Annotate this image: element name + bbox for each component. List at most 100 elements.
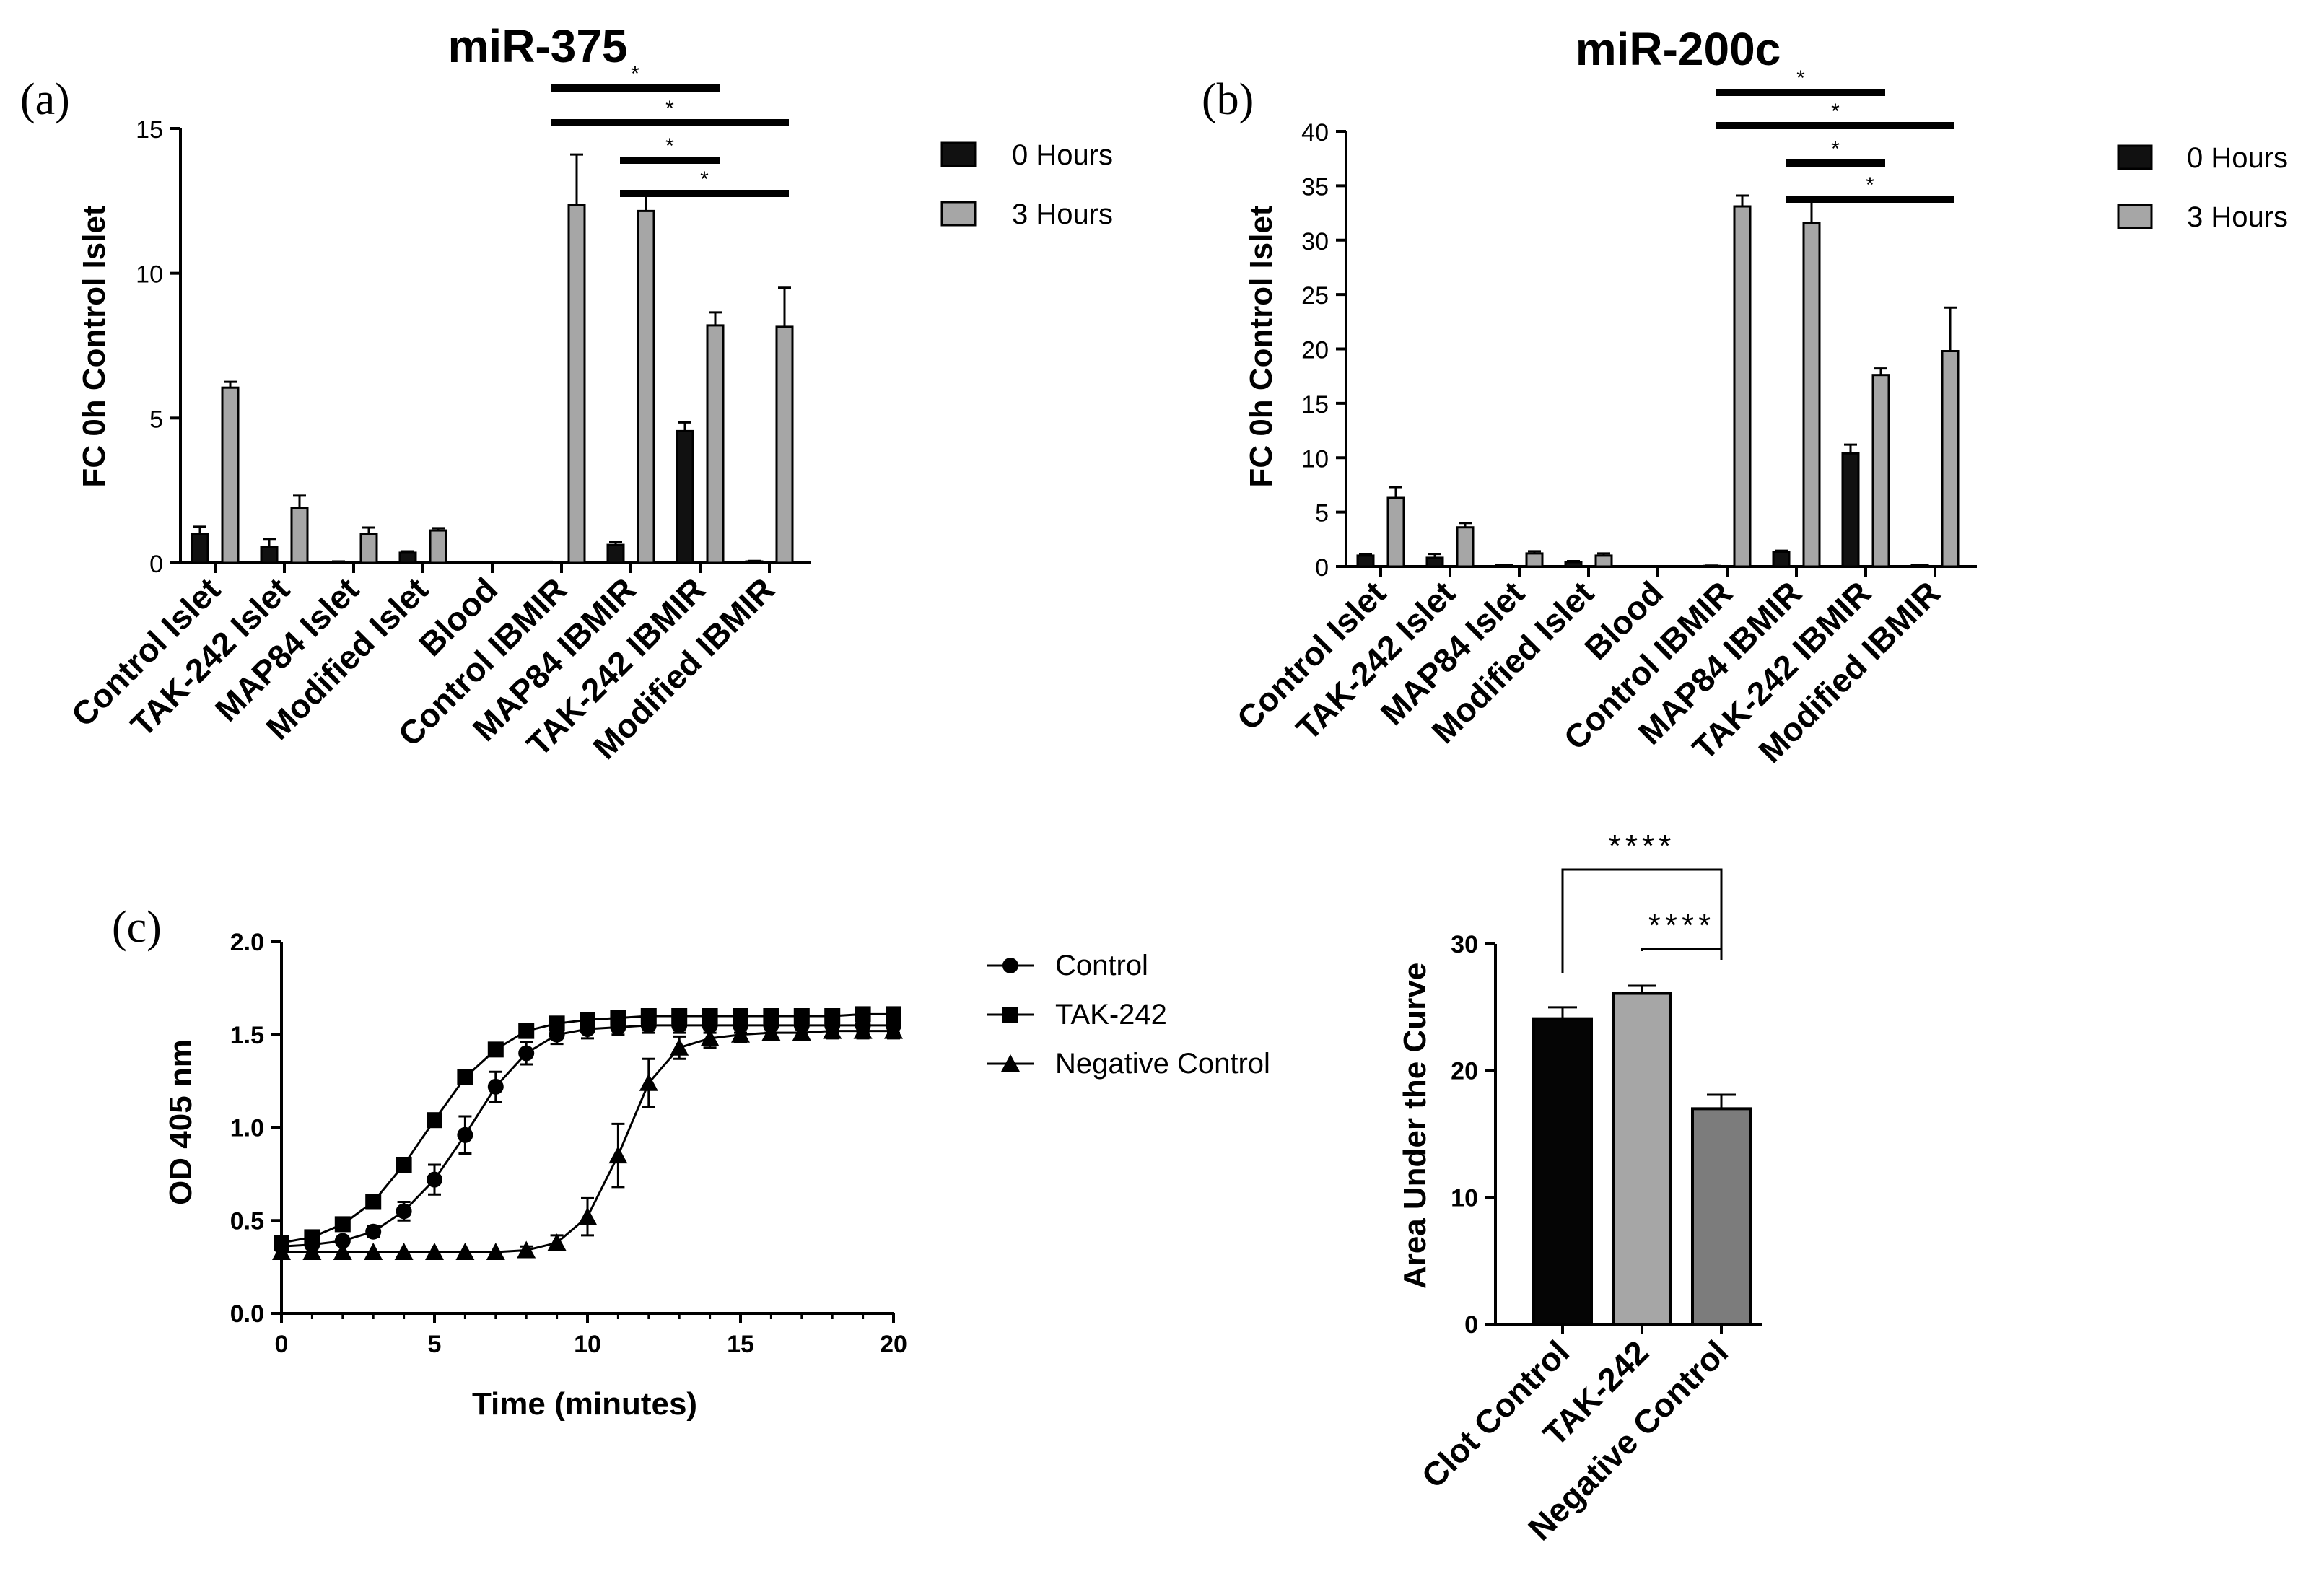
bar-0-hours (1425, 556, 1444, 568)
significance-label: **** (1648, 908, 1716, 943)
data-point-tak-242 (518, 1023, 535, 1039)
data-point-negative-control (884, 1021, 903, 1039)
data-point-control (487, 1078, 504, 1095)
bar-tak-242 (1612, 992, 1672, 1326)
data-point-negative-control (608, 1146, 628, 1164)
panel-c-legend: Control TAK-242 Negative Control (987, 950, 1270, 1080)
bar-3-hours (359, 533, 378, 564)
bar-3-hours (1525, 552, 1544, 568)
x-tick-label: 10 (574, 1331, 601, 1358)
significance-bracket (1561, 868, 1723, 973)
data-point-tak-242 (365, 1194, 382, 1210)
data-point-tak-242 (640, 1008, 657, 1024)
data-point-tak-242 (334, 1216, 351, 1233)
data-point-negative-control (302, 1243, 322, 1261)
data-point-negative-control (823, 1021, 842, 1039)
bar-3-hours (1871, 374, 1890, 568)
panel-c-plot: 0.0 0.5 1.0 1.5 2.0 0 5 10 15 20 (230, 929, 907, 1358)
panel-a-ylabel: FC 0h Control Islet (77, 205, 112, 487)
y-tick-label: 35 (1301, 173, 1329, 201)
y-tick-label: 0 (1464, 1311, 1478, 1339)
bar-3-hours (290, 507, 309, 564)
y-tick-label: 10 (1301, 445, 1329, 473)
legend-label-0-hours: 0 Hours (1012, 139, 1113, 171)
data-point-tak-242 (793, 1008, 810, 1024)
data-point-negative-control (486, 1243, 505, 1261)
legend-label-negative-control: Negative Control (1055, 1048, 1270, 1080)
significance-label: * (1831, 137, 1840, 161)
y-tick-label: 5 (1315, 500, 1329, 528)
x-tick-label: 5 (428, 1331, 442, 1358)
data-point-tak-242 (886, 1006, 901, 1023)
data-point-tak-242 (549, 1015, 565, 1032)
data-point-negative-control (639, 1073, 658, 1091)
data-point-tak-242 (580, 1012, 595, 1028)
y-tick-label: 1.0 (230, 1115, 264, 1142)
y-tick-label: 15 (136, 116, 163, 144)
bar-0-hours (260, 546, 279, 564)
bar-0-hours (191, 533, 209, 564)
data-point-tak-242 (855, 1006, 871, 1023)
data-point-negative-control (731, 1025, 750, 1043)
data-point-tak-242 (457, 1069, 473, 1085)
data-point-negative-control (761, 1023, 781, 1041)
data-point-negative-control (425, 1243, 444, 1261)
panel-a-title: miR-375 (448, 20, 628, 72)
y-tick-label: 10 (136, 261, 163, 289)
legend-label-control: Control (1055, 950, 1148, 981)
bar-3-hours (1733, 205, 1752, 568)
panel-c-xlabel: Time (minutes) (472, 1386, 697, 1422)
bar-negative-control (1691, 1107, 1752, 1326)
significance-label: * (665, 97, 674, 121)
y-tick-label: 1.5 (230, 1022, 264, 1049)
bar-0-hours (1356, 554, 1375, 568)
y-tick-label: 20 (1451, 1058, 1478, 1085)
y-tick-label: 25 (1301, 282, 1329, 310)
significance-label: * (665, 134, 674, 158)
y-tick-label: 40 (1301, 119, 1329, 146)
data-point-tak-242 (763, 1008, 779, 1024)
bar-3-hours (637, 209, 655, 564)
legend-marker-circle (1002, 958, 1018, 973)
data-point-tak-242 (824, 1008, 841, 1024)
significance-label: * (1831, 100, 1840, 123)
significance-bracket (1641, 948, 1723, 960)
legend-marker-square (1002, 1007, 1018, 1023)
y-tick-label: 30 (1301, 228, 1329, 255)
significance-label: * (631, 62, 639, 86)
data-point-control (457, 1126, 473, 1143)
data-point-tak-242 (671, 1008, 688, 1024)
bar-0-hours (398, 551, 417, 564)
legend-swatch-3-hours (940, 201, 977, 227)
bar-3-hours (706, 324, 725, 564)
y-tick-label: 30 (1451, 931, 1478, 958)
y-tick-label: 5 (149, 406, 163, 433)
panel-c-ylabel: OD 405 nm (163, 1039, 198, 1205)
significance-label: **** (1609, 828, 1676, 864)
legend-label-tak242: TAK-242 (1055, 999, 1167, 1031)
legend-marker-triangle (1001, 1054, 1020, 1072)
y-tick-label: 0.0 (230, 1300, 264, 1328)
bar-3-hours (1594, 554, 1613, 568)
data-point-tak-242 (396, 1157, 412, 1173)
y-tick-label: 15 (1301, 391, 1329, 419)
data-point-tak-242 (702, 1008, 718, 1024)
bar-3-hours (1456, 526, 1475, 568)
legend-label-0-hours: 0 Hours (2187, 142, 2288, 174)
data-point-negative-control (272, 1243, 291, 1261)
legend-label-3-hours: 3 Hours (2187, 201, 2288, 233)
data-point-negative-control (853, 1021, 873, 1039)
legend-swatch-0-hours (2117, 144, 2153, 170)
bar-0-hours (676, 429, 694, 564)
data-point-control (396, 1203, 412, 1220)
bar-0-hours (1841, 452, 1860, 568)
x-tick-label: 20 (880, 1331, 907, 1358)
data-point-negative-control (517, 1240, 536, 1259)
bar-0-hours (1564, 561, 1583, 568)
y-tick-label: 2.0 (230, 929, 264, 956)
bar-0-hours (1772, 551, 1791, 568)
data-point-control (365, 1223, 382, 1240)
x-tick-label: 0 (275, 1331, 289, 1358)
bar-0-hours (606, 543, 625, 564)
